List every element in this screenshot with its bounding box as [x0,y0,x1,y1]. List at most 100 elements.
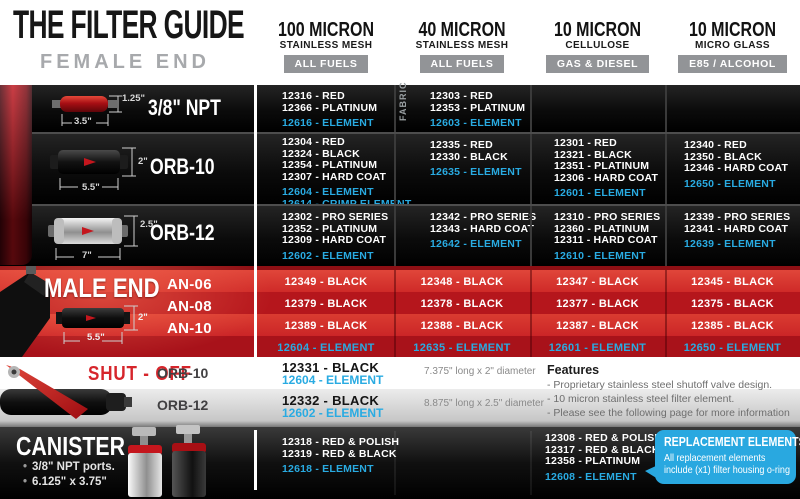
row-bg [0,357,800,389]
part-number: 12650 - ELEMENT [684,177,776,190]
column-header-100-micron: 100 MICRON STAINLESS MESH ALL FUELS [258,20,394,73]
row-label-an-08: AN-08 [167,298,212,315]
part-number: 12353 - PLATINUM [430,101,526,114]
part-number: 12601 - ELEMENT [554,187,646,199]
column-title: 100 MICRON [277,19,375,41]
column-header-40-micron: 40 MICRON STAINLESS MESH ALL FUELS [394,20,530,73]
row-npt: 1.25" 3.5" 3/8" NPT FABRIC 12316 - RED 12… [0,82,800,132]
product-photo-male-filter [56,305,138,344]
part-number: 12642 - ELEMENT [430,238,522,250]
section-label-canister: CANISTER [16,431,125,461]
part-number: 12639 - ELEMENT [684,238,776,250]
column-divider [530,431,532,495]
replacement-elements-callout: REPLACEMENT ELEMENTS All replacement ele… [645,430,800,484]
fuel-badge: ALL FUELS [419,55,505,73]
part-number: 12306 - HARD COAT [554,171,659,184]
parts-cell: 12339 - PRO SERIES 12341 - HARD COAT 12639… [665,206,800,266]
part-number: 12332 - BLACK [282,393,380,408]
spec-bullet: 3/8" NPT ports. [23,460,115,475]
features-block: Features - Proprietary stainless steel s… [547,363,797,420]
parts-cell: 12318 - RED & POLISH 12319 - RED & BLACK 1… [282,436,399,476]
part-number: 12347 - BLACK [556,276,639,288]
product-photo-orb10-filter [50,147,136,190]
part-number: 12339 - PRO SERIES [684,211,791,223]
part-number: 12358 - PLATINUM [545,455,641,467]
product-photo-npt-filter [52,95,122,126]
part-number: 12379 - BLACK [284,298,368,310]
part-number: 12387 - BLACK [556,320,639,332]
product-photo-red-filter-edge [0,85,32,265]
dimension-height: 2.5" [140,219,158,230]
part-number: 12635 - ELEMENT [430,166,522,178]
size-note: 7.375" long x 2" diameter [424,366,536,377]
parts-cell: 12303 - RED 12353 - PLATINUM 12603 - ELEME… [394,85,530,132]
element-part-number: 12604 - ELEMENT [282,373,384,387]
part-number: 12349 - BLACK [284,276,368,288]
part-number: 12354 - PLATINUM [282,159,378,171]
part-number: 12350 - BLACK [684,150,762,163]
parts-cell: 12302 - PRO SERIES 12352 - PLATINUM 12309 … [258,206,394,266]
product-photo-canisters [128,425,206,497]
part-number: 12340 - RED [684,139,747,151]
part-number: 12614 - CRIMP ELEMENT [282,198,411,211]
section-divider [0,421,800,427]
canister-specs: 3/8" NPT ports.6.125" x 3.75" [23,460,115,490]
column-header-10-micron-cellulose: 10 MICRON CELLULOSE GAS & DIESEL [530,20,665,73]
column-divider [394,270,396,357]
row-label-orb-10: ORB-10 [157,365,209,381]
female-end-section: 1.25" 3.5" 3/8" NPT FABRIC 12316 - RED 12… [0,82,800,266]
column-subtitle: MICRO GLASS [695,40,770,51]
feature-item: - 10 micron stainless steel filter eleme… [547,393,735,405]
column-title: 10 MICRON [553,19,642,41]
feature-item: - Proprietary stainless steel shutoff va… [547,379,773,391]
part-number: 12343 - HARD COAT [430,222,535,235]
dimension-width: 5.5" [87,332,105,343]
part-number: 12316 - RED [282,90,345,102]
features-title: Features [547,363,600,377]
callout-title: REPLACEMENT ELEMENTS [664,435,800,449]
element-part-number: 12650 - ELEMENT [683,342,782,354]
dimension-width: 5.5" [82,182,100,193]
parts-cell: 12335 - RED 12330 - BLACK 12635 - ELEMENT [394,134,530,204]
part-number: 12352 - PLATINUM [282,222,378,235]
column-title: 10 MICRON [688,19,777,41]
part-number: 12604 - ELEMENT [282,186,374,198]
part-number: 12310 - PRO SERIES [554,211,661,223]
male-end-section: 2" 5.5" MALE END AN-06 AN-08 AN-10 12349… [0,266,800,357]
row-label: ORB-10 [150,154,215,179]
part-number: 12603 - ELEMENT [430,117,522,129]
part-number: 12366 - PLATINUM [282,101,378,114]
part-number: 12304 - RED [282,136,345,148]
row-divider [0,204,800,206]
row-label: ORB-12 [150,220,215,245]
feature-item: - Please see the following page for more… [547,407,790,419]
part-number: 12377 - BLACK [556,298,639,310]
dimension-width: 7" [82,250,92,261]
row-label-an-06: AN-06 [167,276,212,293]
element-part-number: 12635 - ELEMENT [413,342,511,354]
page-title: THE FILTER GUIDE [13,3,245,47]
column-divider [665,270,667,357]
row-divider [0,132,800,134]
row-bg [0,389,800,421]
part-number: 12324 - BLACK [282,147,360,160]
parts-cell: 12308 - RED & POLISH 12317 - RED & BLACK 1… [545,432,662,483]
column-subtitle: STAINLESS MESH [415,40,509,51]
part-number: 12375 - BLACK [691,298,774,310]
fuel-badge: ALL FUELS [283,55,369,73]
section-label-shut-off: SHUT - OFF [88,363,192,385]
parts-cell: 12304 - RED 12324 - BLACK 12354 - PLATINUM… [258,134,411,209]
size-note: 8.875" long x 2.5" diameter [424,398,544,409]
part-number: 12385 - BLACK [691,320,774,332]
row-orb-12: 2.5" 7" ORB-12 12302 - PRO SERIES 12352 -… [0,206,800,266]
part-number: 12616 - ELEMENT [282,117,374,129]
parts-cell [530,85,665,132]
part-number: 12378 - BLACK [420,298,504,310]
part-number: 12319 - RED & BLACK [282,447,397,460]
part-number: 12360 - PLATINUM [554,222,650,235]
element-part-number: 12604 - ELEMENT [277,342,375,354]
parts-cell [665,85,800,132]
part-number: 12618 - ELEMENT [282,463,374,475]
row-label: 3/8" NPT [148,95,221,120]
